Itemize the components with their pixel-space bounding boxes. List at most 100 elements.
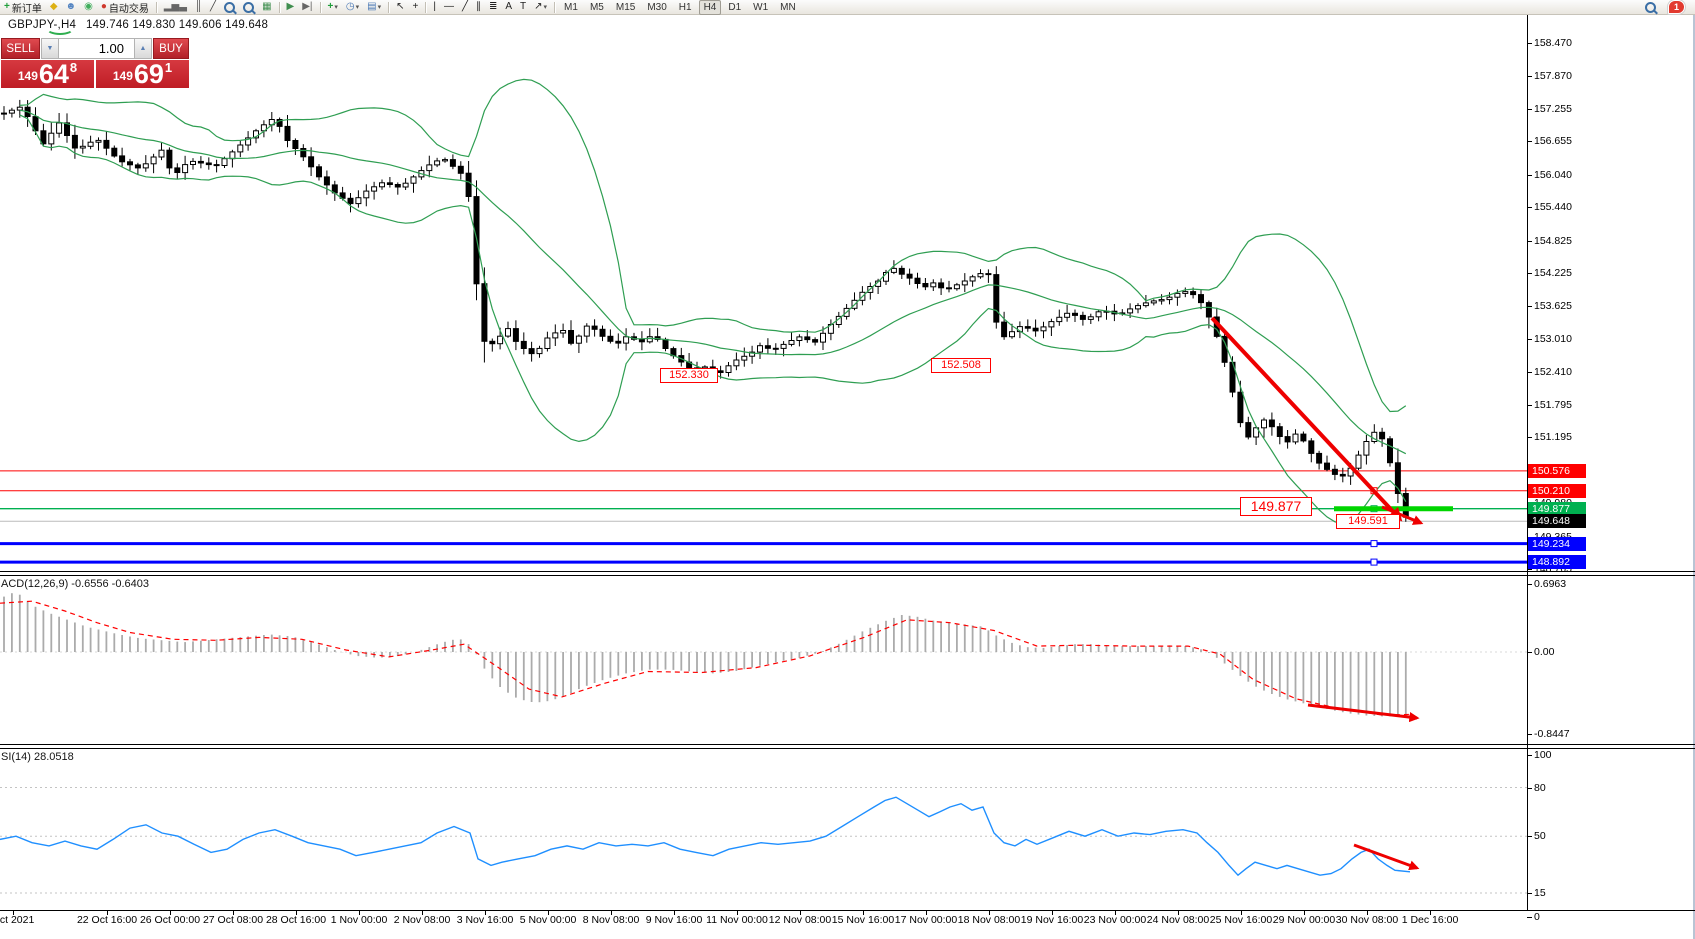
periods-button[interactable]: ◷ ▾ bbox=[343, 1, 362, 14]
timeframe-M5[interactable]: M5 bbox=[589, 1, 604, 13]
line-chart-type-button[interactable]: ╱ bbox=[207, 1, 219, 14]
market-watch-icon[interactable]: ◆ bbox=[47, 1, 61, 14]
breakdown-arrow-small[interactable] bbox=[1381, 505, 1424, 525]
volume-decrease-button[interactable]: ▼ bbox=[41, 38, 59, 59]
text-label-button[interactable]: T bbox=[517, 1, 529, 14]
volume-increase-button[interactable]: ▲ bbox=[134, 38, 152, 59]
cursor-button[interactable]: ↖ bbox=[393, 1, 407, 14]
timeframe-D1[interactable]: D1 bbox=[728, 1, 742, 13]
new-order-button[interactable]: + 新订单 bbox=[1, 1, 45, 15]
timeframe-MN[interactable]: MN bbox=[780, 1, 796, 13]
new-order-button-icon: + bbox=[4, 1, 10, 12]
macd-indicator-canvas[interactable] bbox=[0, 576, 1527, 744]
timeframe-M30[interactable]: M30 bbox=[647, 1, 667, 13]
price-axis-label: 158.470 bbox=[1534, 37, 1572, 49]
zoom-in-button[interactable] bbox=[221, 1, 238, 14]
time-axis-label: 24 Nov 08:00 bbox=[1146, 914, 1210, 926]
fibonacci-button[interactable]: ≣ bbox=[486, 1, 500, 14]
templates-button[interactable]: ▤ ▾ bbox=[364, 1, 384, 14]
rsi-indicator-canvas[interactable] bbox=[0, 749, 1527, 910]
time-axis-label: Oct 2021 bbox=[0, 914, 35, 926]
volume-control: ▼ ▲ bbox=[41, 38, 152, 59]
price-note-149591[interactable]: 149.591 bbox=[1336, 514, 1400, 529]
zoom-out-button[interactable] bbox=[240, 1, 257, 14]
level-endpoint-marker[interactable] bbox=[1370, 540, 1378, 548]
time-axis-label: 30 Nov 08:00 bbox=[1335, 914, 1399, 926]
auto-trading-button-label: 自动交易 bbox=[108, 3, 149, 15]
price-note-149877[interactable]: 149.877 bbox=[1240, 497, 1312, 516]
time-axis-label: 11 Nov 00:00 bbox=[706, 914, 768, 926]
time-axis-label: 23 Nov 00:00 bbox=[1083, 914, 1147, 926]
timeframe-M1[interactable]: M1 bbox=[564, 1, 578, 13]
horizontal-line-button[interactable]: — bbox=[441, 1, 457, 14]
auto-trading-button[interactable]: ● 自动交易 bbox=[98, 1, 152, 15]
arrows-button[interactable]: ↗ ▾ bbox=[531, 1, 550, 14]
tile-windows-button[interactable]: ▦ bbox=[259, 1, 274, 14]
equidistant-channel-button-icon: ∥ bbox=[475, 1, 481, 12]
timeframe-M15[interactable]: M15 bbox=[615, 1, 636, 13]
time-axis-tick bbox=[1241, 911, 1242, 915]
rsi-direction-arrow[interactable] bbox=[1353, 843, 1420, 871]
rsi-axis-label: 80 bbox=[1534, 781, 1546, 794]
search-button[interactable] bbox=[1642, 1, 1659, 14]
price-axis-border bbox=[1527, 15, 1528, 910]
downtrend-arrow-main[interactable] bbox=[1210, 316, 1403, 522]
signals-icon[interactable]: ◉ bbox=[81, 1, 96, 14]
timeframe-H1[interactable]: H1 bbox=[678, 1, 692, 13]
time-axis-tick bbox=[1367, 911, 1368, 915]
pane-separator[interactable] bbox=[0, 744, 1695, 745]
rsi-axis-tick bbox=[1527, 893, 1532, 894]
pane-separator[interactable] bbox=[0, 571, 1695, 572]
auto-scroll-button[interactable]: ▶ bbox=[284, 1, 298, 14]
time-axis-tick bbox=[107, 911, 108, 915]
pane-separator[interactable] bbox=[0, 748, 1695, 749]
notification-badge[interactable]: 1 bbox=[1667, 0, 1685, 14]
rsi-label: SI(14) 28.0518 bbox=[1, 751, 74, 763]
time-axis-label: 17 Nov 00:00 bbox=[894, 914, 958, 926]
chart-shift-button[interactable]: ▶| bbox=[299, 1, 315, 14]
price-axis-tick bbox=[1527, 371, 1532, 373]
price-axis-label: 151.195 bbox=[1534, 431, 1572, 444]
price-level-badge-support-green: 149.877 bbox=[1528, 501, 1586, 516]
candlestick-chart-type-button[interactable]: ║ bbox=[192, 1, 205, 14]
vertical-line-button[interactable]: | bbox=[430, 1, 439, 14]
price-axis-tick bbox=[1527, 43, 1532, 44]
text-button[interactable]: A bbox=[502, 1, 515, 14]
bar-chart-type-button[interactable]: ▂▅▃ bbox=[161, 1, 190, 14]
price-chart-canvas[interactable] bbox=[0, 15, 1527, 571]
profile-icon[interactable]: ☻ bbox=[63, 1, 80, 14]
time-axis-tick bbox=[296, 911, 297, 915]
price-level-badge-resistance-1: 150.576 bbox=[1528, 463, 1586, 478]
sell-price-display[interactable]: 149 64 8 bbox=[1, 60, 94, 88]
buy-button[interactable]: BUY bbox=[153, 38, 189, 59]
indicators-button[interactable]: + ▾ bbox=[325, 1, 341, 14]
level-endpoint-marker[interactable] bbox=[1370, 558, 1378, 566]
timeframe-H4[interactable]: H4 bbox=[698, 0, 722, 15]
time-axis-tick bbox=[170, 911, 171, 915]
time-axis-tick bbox=[989, 911, 990, 915]
rsi-line bbox=[0, 796, 1411, 877]
trendline-button[interactable]: ╱ bbox=[459, 1, 471, 14]
timeframe-W1[interactable]: W1 bbox=[753, 1, 769, 13]
price-note-152330[interactable]: 152.330 bbox=[660, 368, 718, 383]
rsi-axis-tick bbox=[1527, 917, 1532, 919]
macd-direction-arrow[interactable] bbox=[1307, 703, 1420, 723]
volume-input[interactable] bbox=[59, 38, 134, 59]
search-icon bbox=[1644, 1, 1656, 13]
toolbar-separator bbox=[278, 1, 280, 13]
macd-histogram-layer bbox=[3, 593, 1407, 717]
price-note-152508[interactable]: 152.508 bbox=[931, 358, 991, 373]
crosshair-button[interactable]: + bbox=[409, 1, 421, 14]
time-axis-tick bbox=[233, 911, 234, 915]
time-axis-label: 1 Dec 16:00 bbox=[1401, 914, 1459, 926]
equidistant-channel-button[interactable]: ∥ bbox=[473, 1, 484, 14]
indicators-button-icon: + bbox=[327, 1, 334, 12]
pane-separator[interactable] bbox=[0, 575, 1695, 576]
macd-signal-line bbox=[0, 600, 1411, 716]
buy-price-display[interactable]: 149 69 1 bbox=[96, 60, 189, 88]
price-axis-tick bbox=[1527, 569, 1532, 570]
price-axis-tick bbox=[1527, 404, 1532, 406]
rsi-axis-tick bbox=[1527, 755, 1532, 756]
sell-button[interactable]: SELL bbox=[1, 38, 40, 59]
